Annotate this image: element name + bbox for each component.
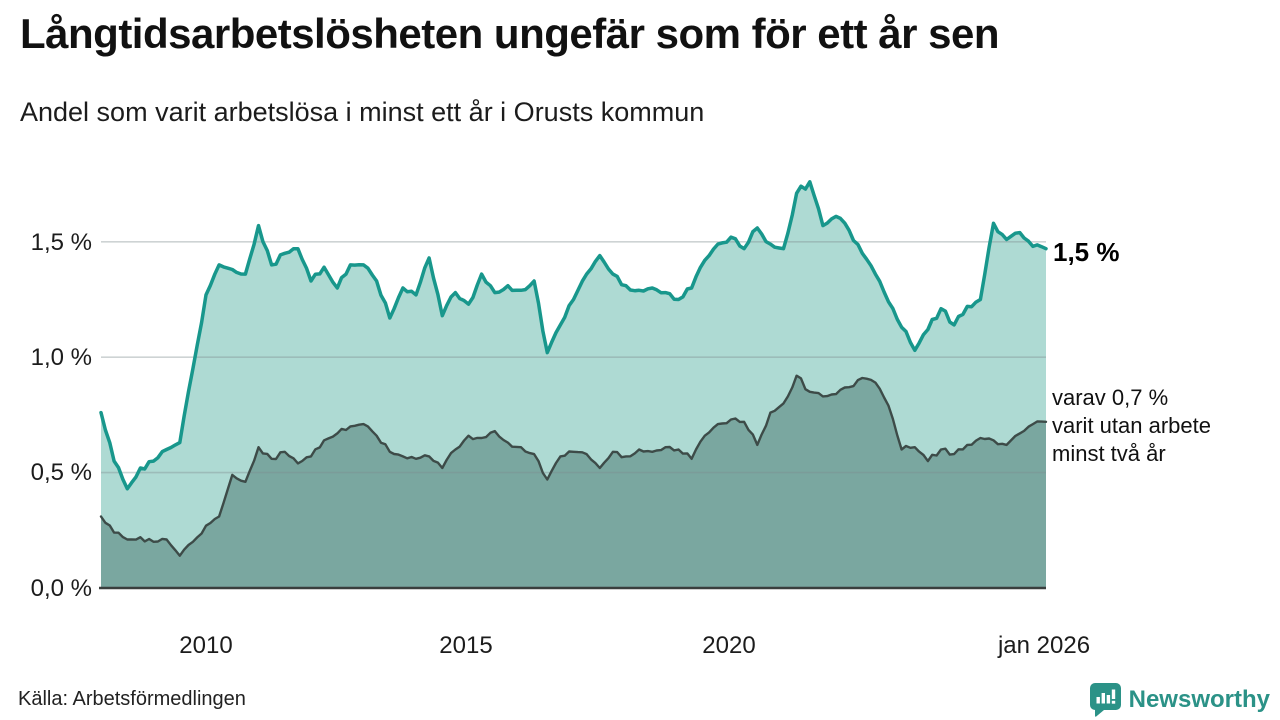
- primary-series-end-value-label: 1,5 %: [1053, 237, 1120, 267]
- secondary-series-line: [99, 374, 1048, 557]
- newsworthy-bubble-icon: [1089, 683, 1121, 717]
- x-axis-tick-2015: 2015: [439, 632, 493, 659]
- x-axis-tick-jan-2026: jan 2026: [997, 632, 1091, 659]
- x-axis-tick-2020: 2020: [702, 632, 756, 659]
- chart-title: Långtidsarbetslösheten ungefär som för e…: [20, 10, 1000, 57]
- x-axis-tick-2010: 2010: [179, 632, 233, 659]
- secondary-series-annotation: varav 0,7 % varit utan arbete minst två …: [1052, 384, 1211, 468]
- secondary-annotation-line-3: minst två år: [1052, 441, 1166, 466]
- y-axis-tick-1-5: 1,5 %: [30, 229, 92, 256]
- secondary-annotation-line-2: varit utan arbete: [1052, 413, 1211, 438]
- newsworthy-wordmark: Newsworthy: [1128, 686, 1270, 713]
- source-attribution: Källa: Arbetsförmedlingen: [18, 688, 246, 710]
- newsworthy-logo: Newsworthy: [1089, 683, 1270, 717]
- y-axis-tick-0-5: 0,5 %: [30, 459, 92, 486]
- secondary-area-fill: [101, 375, 1046, 588]
- chart-subtitle: Andel som varit arbetslösa i minst ett å…: [20, 97, 705, 127]
- y-axis-tick-0-0: 0,0 %: [30, 575, 92, 602]
- y-axis-tick-1-0: 1,0 %: [30, 344, 92, 371]
- secondary-annotation-line-1: varav 0,7 %: [1052, 385, 1169, 410]
- primary-series-line: [99, 180, 1048, 491]
